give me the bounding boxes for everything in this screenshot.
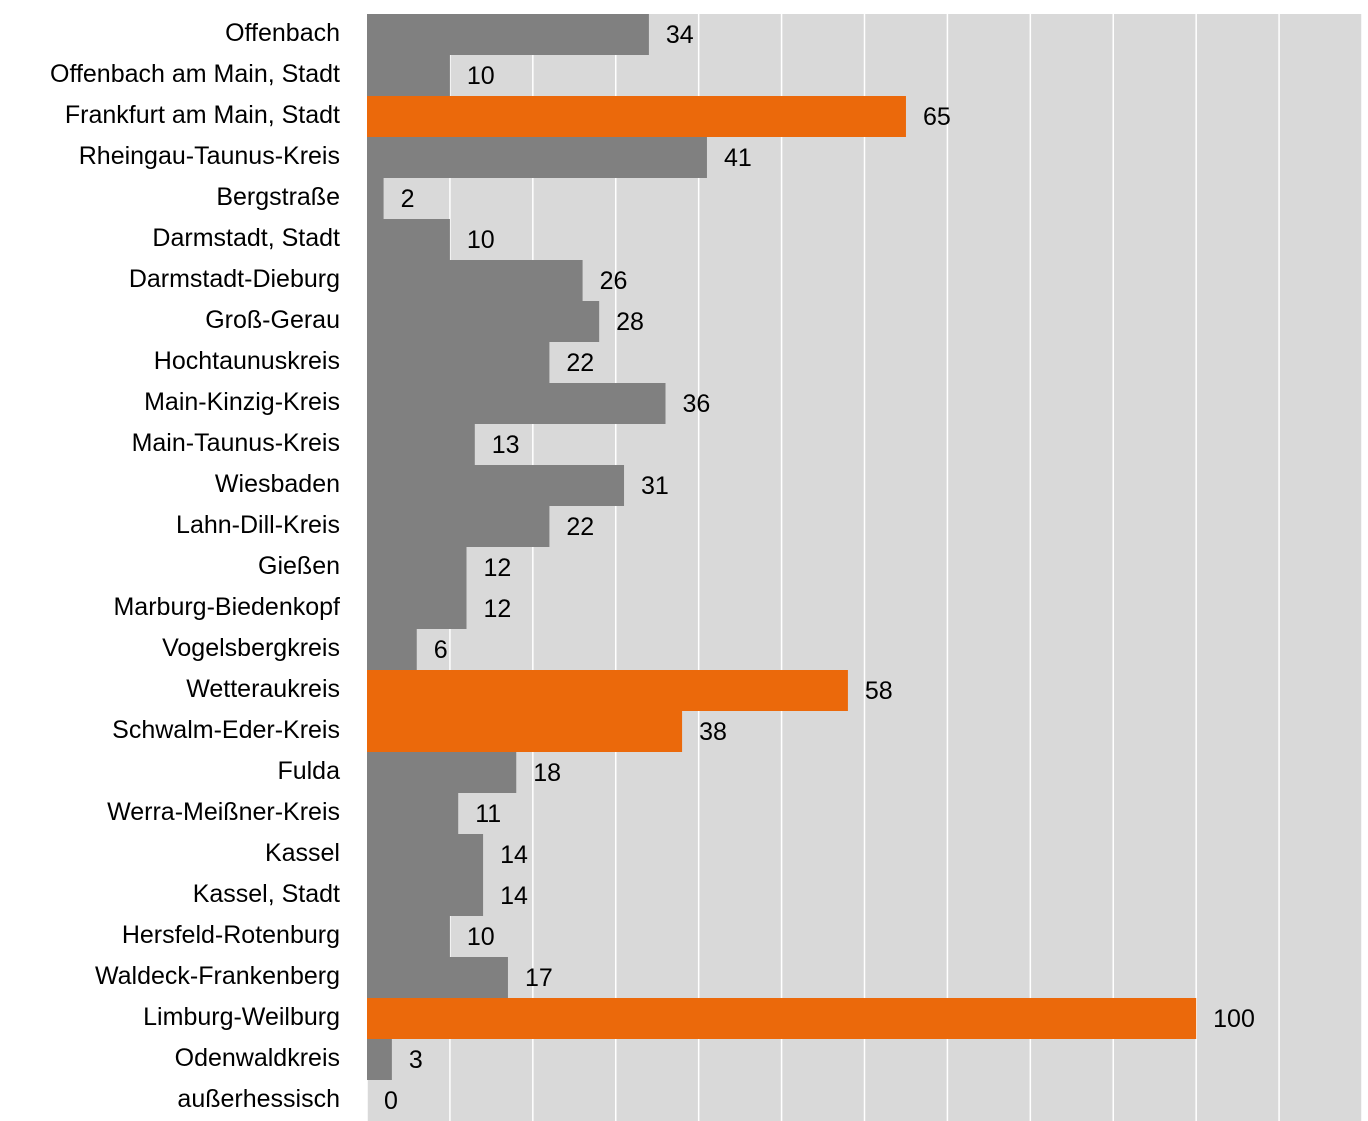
category-label: Marburg-Biedenkopf xyxy=(113,593,340,621)
bar xyxy=(367,14,649,55)
bar xyxy=(367,711,683,752)
category-label: Rheingau-Taunus-Kreis xyxy=(79,142,340,170)
bar xyxy=(367,547,467,588)
bar xyxy=(367,588,467,629)
category-label: Waldeck-Frankenberg xyxy=(95,962,340,990)
bar xyxy=(367,875,484,916)
value-label: 22 xyxy=(566,349,594,377)
bar xyxy=(367,260,583,301)
category-label: Limburg-Weilburg xyxy=(143,1003,340,1031)
category-label: Kassel xyxy=(265,839,340,867)
bar xyxy=(367,424,475,465)
category-label: Werra-Meißner-Kreis xyxy=(107,798,340,826)
value-label: 31 xyxy=(641,472,669,500)
bar xyxy=(367,96,906,137)
value-label: 11 xyxy=(475,800,501,828)
value-label: 12 xyxy=(484,595,512,623)
value-label: 28 xyxy=(616,308,644,336)
value-label: 12 xyxy=(484,554,512,582)
bar xyxy=(367,342,550,383)
bar xyxy=(367,793,459,834)
value-label: 14 xyxy=(500,882,528,910)
category-label: Schwalm-Eder-Kreis xyxy=(112,716,340,744)
category-label: Groß-Gerau xyxy=(205,306,340,334)
value-label: 58 xyxy=(865,677,893,705)
value-label: 41 xyxy=(724,144,752,172)
bar xyxy=(367,178,384,219)
bar xyxy=(367,834,484,875)
category-label: Darmstadt, Stadt xyxy=(152,224,340,252)
value-label: 14 xyxy=(500,841,528,869)
bar xyxy=(367,55,450,96)
value-label: 36 xyxy=(683,390,711,418)
category-label: Hochtaunuskreis xyxy=(154,347,340,375)
bar xyxy=(367,465,625,506)
category-label: Vogelsbergkreis xyxy=(162,634,340,662)
category-label: Hersfeld-Rotenburg xyxy=(122,921,340,949)
value-label: 17 xyxy=(525,964,553,992)
value-label: 10 xyxy=(467,226,495,254)
category-label: Frankfurt am Main, Stadt xyxy=(65,101,340,129)
value-label: 13 xyxy=(492,431,520,459)
bar xyxy=(367,383,666,424)
value-label: 6 xyxy=(434,636,448,664)
value-label: 26 xyxy=(600,267,628,295)
category-label: außerhessisch xyxy=(177,1085,340,1113)
category-label: Wetteraukreis xyxy=(186,675,340,703)
category-label: Bergstraße xyxy=(216,183,340,211)
category-label: Darmstadt-Dieburg xyxy=(129,265,340,293)
value-label: 2 xyxy=(401,185,415,213)
value-label: 22 xyxy=(566,513,594,541)
category-label: Offenbach xyxy=(225,19,340,47)
bar xyxy=(367,752,517,793)
category-label: Gießen xyxy=(258,552,340,580)
bar xyxy=(367,629,417,670)
bar xyxy=(367,506,550,547)
bar xyxy=(367,916,450,957)
bar xyxy=(367,137,707,178)
bar xyxy=(367,219,450,260)
category-label: Odenwaldkreis xyxy=(175,1044,340,1072)
value-label: 18 xyxy=(533,759,561,787)
bar xyxy=(367,957,508,998)
category-label: Fulda xyxy=(277,757,340,785)
category-label: Main-Taunus-Kreis xyxy=(132,429,340,457)
value-label: 10 xyxy=(467,62,495,90)
value-label: 100 xyxy=(1213,1005,1255,1033)
bar xyxy=(367,998,1197,1039)
value-label: 10 xyxy=(467,923,495,951)
value-label: 65 xyxy=(923,103,951,131)
value-label: 38 xyxy=(699,718,727,746)
category-label: Kassel, Stadt xyxy=(193,880,340,908)
bar xyxy=(367,670,848,711)
value-label: 0 xyxy=(384,1087,398,1115)
bar xyxy=(367,1039,392,1080)
category-label: Offenbach am Main, Stadt xyxy=(50,60,340,88)
value-label: 3 xyxy=(409,1046,423,1074)
category-label: Main-Kinzig-Kreis xyxy=(144,388,340,416)
category-label: Wiesbaden xyxy=(215,470,340,498)
category-label: Lahn-Dill-Kreis xyxy=(176,511,340,539)
bar xyxy=(367,301,600,342)
value-label: 34 xyxy=(666,21,694,49)
